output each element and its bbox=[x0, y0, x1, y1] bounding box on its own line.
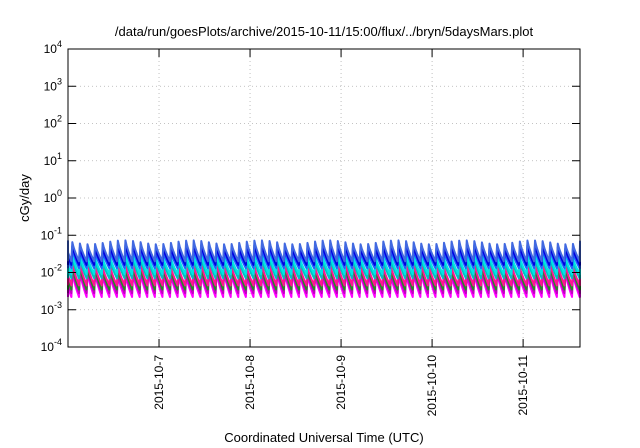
y-tick-label: 100 bbox=[44, 188, 62, 205]
x-tick-label: 2015-10-9 bbox=[334, 355, 348, 410]
series-line bbox=[67, 265, 581, 291]
y-tick-label: 10-4 bbox=[41, 337, 62, 354]
x-tick-label: 2015-10-10 bbox=[425, 355, 439, 417]
series-line bbox=[67, 253, 581, 276]
grid bbox=[68, 49, 580, 347]
y-tick-label: 10-3 bbox=[41, 300, 62, 317]
series-line bbox=[67, 262, 581, 287]
series-line bbox=[67, 243, 581, 266]
x-tick-label: 2015-10-7 bbox=[152, 355, 166, 410]
ticks: 104 103 102 101 100 10-1 10-2 10-3 10-4 2015-10-7… bbox=[41, 39, 580, 416]
x-axis-title: Coordinated Universal Time (UTC) bbox=[224, 430, 423, 445]
y-axis-title: cGy/day bbox=[17, 174, 32, 222]
y-tick-label: 102 bbox=[44, 114, 62, 131]
chart-title: /data/run/goesPlots/archive/2015-10-11/1… bbox=[115, 24, 534, 39]
y-tick-label: 103 bbox=[44, 76, 62, 93]
y-tick-label: 101 bbox=[44, 151, 62, 168]
y-tick-label: 10-1 bbox=[41, 225, 62, 242]
y-tick-label: 104 bbox=[44, 39, 62, 56]
series-line bbox=[67, 256, 581, 280]
series-line bbox=[67, 247, 581, 270]
x-tick-label: 2015-10-8 bbox=[243, 355, 257, 410]
x-tick-label: 2015-10-11 bbox=[516, 355, 530, 416]
y-tick-label: 10-2 bbox=[41, 263, 62, 280]
series-line bbox=[67, 239, 581, 263]
series-group bbox=[67, 239, 581, 298]
